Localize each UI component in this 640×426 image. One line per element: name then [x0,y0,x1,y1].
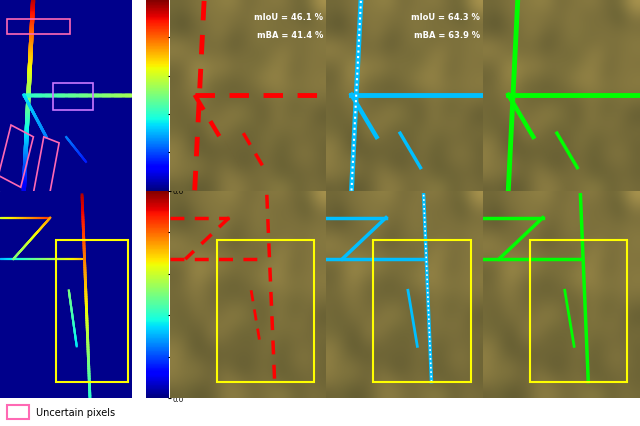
Bar [53,84,93,111]
Bar [6,405,29,419]
Text: mIoU = 64.3 %: mIoU = 64.3 % [411,13,480,22]
Text: mIoU = 46.1 %: mIoU = 46.1 % [254,13,323,22]
Bar [56,241,128,382]
Text: mBA = 63.9 %: mBA = 63.9 % [414,31,480,40]
Bar [6,20,70,35]
Bar [530,241,627,382]
Bar [216,241,314,382]
Bar [374,241,470,382]
Text: Uncertain pixels: Uncertain pixels [36,407,115,417]
Text: mBA = 41.4 %: mBA = 41.4 % [257,31,323,40]
